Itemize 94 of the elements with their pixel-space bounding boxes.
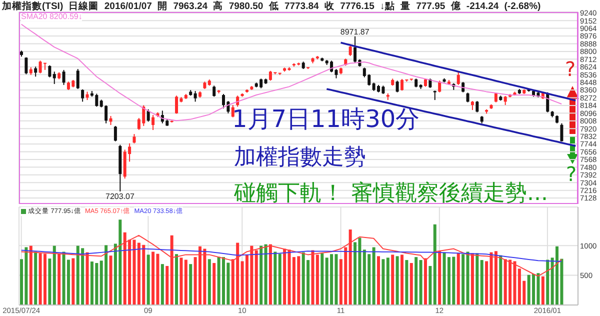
bar (283, 248, 286, 305)
candlestick (212, 85, 216, 98)
bar (438, 251, 442, 305)
candlestick (52, 71, 56, 84)
bar (72, 258, 75, 305)
candlestick (34, 66, 38, 78)
annotation: 碰觸下軌！ 審慎觀察後續走勢... (234, 181, 548, 206)
bar (476, 253, 479, 305)
candlestick (146, 108, 150, 122)
bar (405, 260, 408, 305)
bar (462, 254, 465, 305)
annotation: 1月7日11時30分 (232, 105, 420, 133)
bar (264, 244, 268, 305)
bar (541, 276, 544, 305)
bar (180, 258, 183, 305)
chart-title: 加權指數(TSI) 日線圖 2016/01/07 開 7963.24 高 7980.50 低 7773.84 收 7776.15 ↓點 量 777.95 億 -214.24 (-2.68%) (2, 0, 541, 13)
bar (372, 247, 376, 305)
candlestick (466, 92, 470, 103)
bar (470, 253, 474, 305)
line-series (20, 248, 562, 262)
bar (386, 258, 390, 305)
bar (52, 246, 56, 305)
bar (29, 246, 32, 305)
line-series (20, 234, 562, 277)
candlestick (62, 69, 66, 86)
candlestick (175, 95, 178, 114)
bar (348, 229, 352, 305)
bar (316, 254, 319, 305)
bar (170, 235, 174, 305)
bar (189, 264, 192, 305)
bar (456, 253, 460, 305)
candlestick (433, 90, 436, 101)
bar (414, 257, 418, 305)
candlestick (194, 90, 197, 102)
annotation: 7203.07 (106, 192, 136, 202)
candlestick (560, 122, 564, 142)
bar (480, 260, 484, 305)
bar (419, 260, 422, 305)
bar (160, 264, 164, 305)
bar (254, 250, 258, 305)
candlestick (354, 36, 357, 64)
candlestick (504, 95, 507, 106)
bar (212, 263, 216, 305)
candlestick (476, 100, 479, 113)
bar (494, 251, 498, 305)
bar (354, 242, 357, 305)
candlestick (396, 80, 399, 93)
bar (499, 255, 502, 305)
candlestick (76, 68, 80, 90)
annotation: 8971.87 (340, 27, 370, 36)
bar (428, 266, 432, 305)
bar (34, 252, 38, 305)
bar (382, 259, 385, 305)
series-label: SMA20 8200.59↓ (21, 12, 82, 21)
bar (166, 266, 169, 305)
bar (48, 258, 52, 305)
annotation: 加權指數走勢 (234, 145, 366, 170)
candlestick (470, 100, 474, 111)
bar (58, 254, 61, 305)
bar (410, 263, 413, 305)
candlestick (109, 115, 112, 126)
bar (109, 256, 112, 305)
candlestick (456, 71, 460, 86)
bar (391, 254, 394, 305)
bar (278, 254, 282, 305)
bar (311, 250, 314, 305)
bar (433, 224, 436, 305)
bar (320, 253, 324, 305)
candlestick (231, 104, 234, 118)
candlestick (48, 64, 52, 78)
bar (274, 252, 277, 305)
bar (400, 254, 404, 305)
bar (208, 259, 211, 305)
bar (377, 256, 380, 305)
bar (175, 254, 178, 305)
annotation: ? (566, 162, 577, 186)
candlestick (24, 56, 28, 75)
bar (268, 244, 272, 305)
candlestick (132, 134, 136, 144)
bar (43, 254, 46, 305)
bar (466, 252, 470, 305)
bar (424, 258, 427, 305)
candlestick (114, 125, 117, 142)
bar (184, 260, 188, 305)
bar (152, 252, 155, 305)
candlestick (348, 45, 352, 57)
bar (260, 246, 263, 305)
candlestick (81, 88, 84, 102)
bar (146, 254, 150, 305)
bar (86, 252, 89, 305)
annotation: ? (565, 57, 576, 81)
candlestick (152, 114, 155, 131)
bar (546, 260, 550, 305)
bar (396, 256, 399, 305)
